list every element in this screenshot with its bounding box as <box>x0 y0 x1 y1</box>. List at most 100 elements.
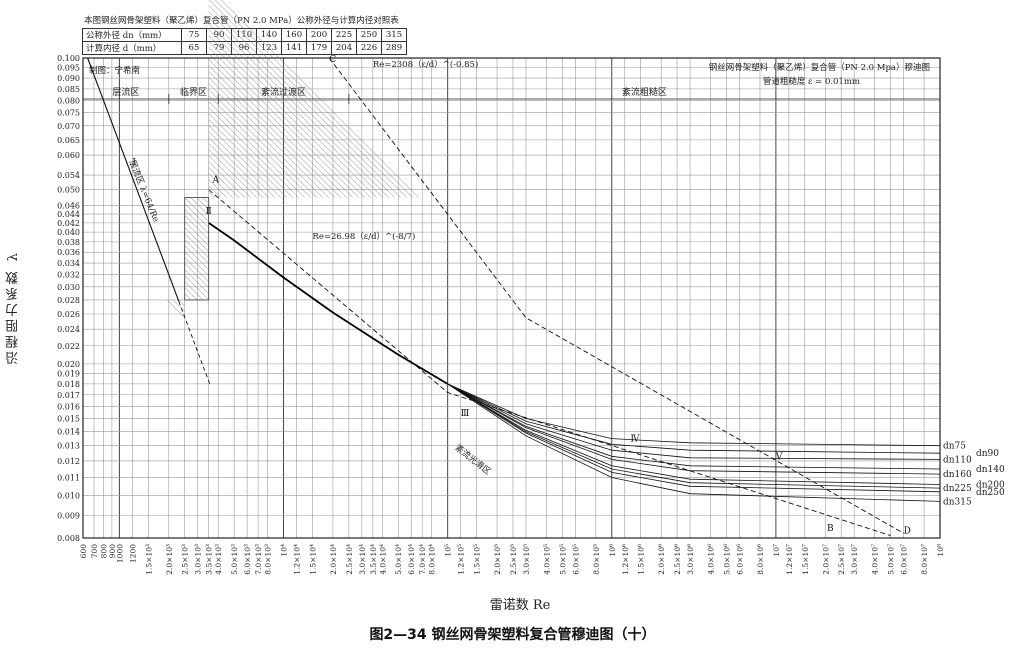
y-tick-label: 0.028 <box>57 296 80 305</box>
hatch-line <box>208 59 347 198</box>
y-tick-label: 0.038 <box>57 238 80 247</box>
x-tick-label: 1.5×10⁵ <box>473 544 482 575</box>
y-tick-label: 0.030 <box>57 283 80 292</box>
hatch-line <box>184 239 209 264</box>
x-tick-label: 10⁴ <box>280 544 289 557</box>
hatch-line <box>184 251 209 276</box>
hatch-line <box>208 131 275 198</box>
x-tick-label: 8.0×10³ <box>264 544 273 575</box>
y-tick-label: 0.080 <box>57 96 80 105</box>
x-tick-label: 6.0×10⁶ <box>735 544 744 575</box>
y-tick-label: 0.017 <box>57 391 80 400</box>
series-line-dn140 <box>447 383 941 470</box>
table-row-header: 计算内径 d（mm） <box>82 41 182 55</box>
x-tick-label: 2.0×10³ <box>165 544 174 575</box>
y-tick-label: 0.036 <box>57 248 80 257</box>
y-tick-label: 0.020 <box>57 360 80 369</box>
boundary-a-curve <box>208 189 891 537</box>
x-tick-label: 10⁵ <box>444 544 453 557</box>
smooth-zone-label: 紊流光滑区 <box>453 442 494 477</box>
x-tick-label: 1000 <box>115 544 124 563</box>
hatch-line <box>208 29 377 198</box>
hatch-line <box>184 233 209 258</box>
x-tick-label: 1.5×10⁷ <box>801 544 810 575</box>
x-tick-label: 4.0×10⁴ <box>378 544 387 575</box>
x-tick-label: 1200 <box>128 544 137 563</box>
x-tick-label: 2.5×10⁴ <box>345 544 354 575</box>
table-cell: 289 <box>381 41 407 55</box>
laminar-line <box>87 57 180 302</box>
moody-chart: 0.008 0.009 0.010 0.011 0.012 0.013 0.014 0.015… <box>57 0 1005 575</box>
x-tick-label: 4.0×10⁶ <box>707 544 716 575</box>
boundary-c-label: Re=2308（ε/d）^(-0.85) <box>373 59 478 70</box>
y-tick-label: 0.032 <box>57 271 80 280</box>
hatch-line <box>208 107 299 198</box>
table-title: 本图钢丝网骨架塑料（聚乙烯）复合管（PN 2.0 MPa）公称外径与计算内径对照… <box>84 16 399 26</box>
hatch-line <box>184 227 209 252</box>
y-tick-label: 0.075 <box>57 109 80 118</box>
y-tick-label: 0.034 <box>57 259 80 268</box>
hatch-line <box>208 0 407 198</box>
series-label: dn90 <box>976 449 999 459</box>
series-line-dn250 <box>447 383 941 493</box>
hatch-line <box>184 263 209 288</box>
table-cell: 141 <box>281 41 307 55</box>
x-tick-label: 6.0×10³ <box>243 544 252 575</box>
y-tick-label: 0.022 <box>57 342 80 351</box>
hatch-line <box>184 257 209 282</box>
hatch-line <box>208 53 353 198</box>
x-tick-label: 7.0×10⁴ <box>418 544 427 575</box>
hatch-line <box>208 77 329 198</box>
x-tick-label: 1.5×10⁶ <box>637 544 646 575</box>
y-tick-label: 0.010 <box>57 492 80 501</box>
y-tick-label: 0.024 <box>57 325 80 334</box>
hatch-line <box>208 41 365 198</box>
y-tick-label: 0.026 <box>57 310 80 319</box>
y-tick-label: 0.090 <box>57 74 80 83</box>
y-tick-label: 0.042 <box>57 219 80 228</box>
series-label: dn160 <box>943 470 972 480</box>
y-tick-label: 0.015 <box>57 415 80 424</box>
hatch-line <box>208 143 263 198</box>
hatch-line <box>184 209 209 234</box>
hatch-line <box>196 197 209 210</box>
x-tick-label: 1.2×10⁴ <box>293 544 302 575</box>
x-tick-label: 10⁷ <box>772 544 781 557</box>
hatch-line <box>208 191 215 198</box>
y-tick-label: 0.019 <box>57 370 80 379</box>
hatch-line <box>208 47 359 198</box>
hatch-line <box>208 155 251 198</box>
x-tick-label: 3.0×10³ <box>194 544 203 575</box>
boundary-c-curve <box>328 57 904 534</box>
table-row: 计算内径 d（mm） 65 79 96 123 141 179 204 226 … <box>82 41 407 55</box>
hatch-line <box>184 287 198 301</box>
y-tick-label: 0.016 <box>57 402 80 411</box>
hatch-line <box>184 197 209 222</box>
x-tick-label: 1.2×10⁵ <box>457 544 466 575</box>
y-tick-label: 0.100 <box>57 54 80 63</box>
x-tick-label: 5.0×10⁷ <box>887 544 896 575</box>
x-tick-label: 2.5×10⁵ <box>509 544 518 575</box>
hatch-line <box>208 167 239 198</box>
y-tick-label: 0.044 <box>57 210 80 219</box>
series-label: dn200 <box>976 481 1005 491</box>
marker-label: Ⅴ <box>775 452 783 462</box>
y-tick-label: 0.013 <box>57 442 80 451</box>
hatch-line <box>184 281 204 301</box>
table-cell: 96 <box>231 41 257 55</box>
series-line-dn160 <box>447 383 941 475</box>
series-label: dn225 <box>943 484 972 494</box>
x-tick-label: 5.0×10³ <box>230 544 239 575</box>
x-tick-label: 3.0×10⁴ <box>358 544 367 575</box>
x-tick-label: 1.5×10³ <box>144 544 153 575</box>
y-tick-label: 0.060 <box>57 151 80 160</box>
series-label: dn250 <box>976 488 1005 498</box>
y-tick-label: 0.014 <box>57 428 80 437</box>
hatch-line <box>208 125 281 198</box>
y-tick-label: 0.085 <box>57 85 80 94</box>
x-tick-label: 3.5×10³ <box>205 544 214 575</box>
x-tick-label: 3.0×10⁵ <box>522 544 531 575</box>
x-tick-label: 6.0×10⁵ <box>571 544 580 575</box>
x-tick-label: 5.0×10⁶ <box>722 544 731 575</box>
x-tick-label: 1.2×10⁶ <box>621 544 630 575</box>
